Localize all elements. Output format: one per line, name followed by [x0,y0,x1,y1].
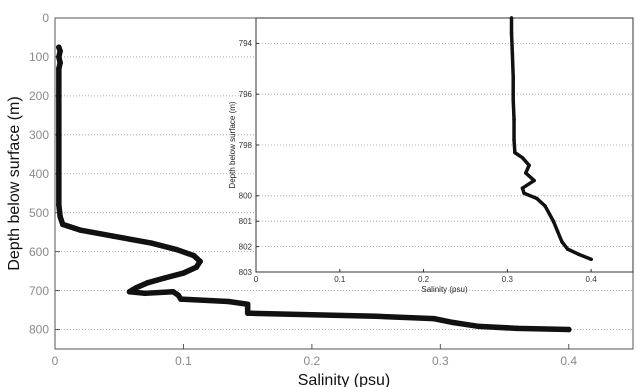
main-data-point [57,60,63,66]
inset-data-point [543,204,547,208]
inset-data-point [532,178,536,183]
inset-data-point [576,252,581,256]
inset-data-point [551,219,556,223]
main-data-point [197,258,203,265]
main-ytick-label: 700 [29,284,49,298]
main-data-point [170,289,176,295]
main-data-point [142,290,148,297]
main-data-point [57,213,63,220]
inset-ytick-label: 803 [239,268,253,277]
main-data-point [56,171,62,177]
inset-ytick-label: 801 [239,217,253,226]
main-data-point [126,289,133,295]
main-xtick-label: 0 [52,354,59,368]
main-data-point [174,246,180,253]
inset-xtick-label: 0.1 [334,275,346,284]
inset-data-point [511,74,515,79]
main-ytick-label: 600 [29,245,49,259]
inset-data-point [520,155,525,160]
main-data-point [59,221,66,228]
main-ytick-label: 0 [42,11,49,25]
main-data-point [133,285,139,291]
inset-xtick-label: 0.3 [502,275,514,284]
inset-ytick-label: 796 [239,90,253,99]
main-data-point [244,310,251,316]
inset-ytick-label: 800 [239,192,253,201]
main-data-point [244,305,251,311]
main-data-point [450,319,456,326]
main-data-point [178,296,184,302]
inset-xtick-label: 0.2 [418,275,430,284]
inset-y-axis-label: Depth below surface (m) [228,101,237,188]
main-data-point [56,132,62,138]
inset-data-point [512,117,516,122]
inset-data-point [555,229,560,234]
main-data-point [431,315,437,322]
main-data-point [56,54,62,60]
main-ytick-label: 300 [29,128,49,142]
main-data-point [110,233,116,239]
main-data-point [77,227,84,233]
inset-x-axis-label: Salinity (psu) [421,285,468,294]
inset-data-point [510,51,515,56]
main-data-point [56,93,62,99]
inset-data-point [527,163,531,168]
inset-data-point [513,150,517,155]
inset-data-point [565,247,570,251]
inset-data-point [509,16,514,20]
main-data-point [373,313,379,320]
inset-ytick-label: 794 [239,39,253,48]
main-xtick-label: 0.1 [175,354,192,368]
main-ytick-label: 200 [29,89,49,103]
main-data-point [309,311,315,318]
main-data-point [514,325,521,332]
inset-data-point [589,257,593,262]
main-ytick-label: 400 [29,167,49,181]
main-data-point [148,240,155,246]
main-data-point [180,270,187,276]
main-data-point [566,326,572,333]
main-data-point [57,48,63,54]
main-salinity-profile-line [56,44,572,333]
inset-data-point [534,196,539,201]
main-ytick-label: 500 [29,206,49,220]
inset-data-point [512,138,516,142]
inset-data-point [522,191,526,196]
inset-xtick-label: 0 [254,275,259,284]
main-xtick-label: 0.3 [432,354,449,368]
inset-plot-area [256,18,633,272]
main-data-point [175,292,182,299]
inset-ytick-label: 802 [239,242,253,251]
main-data-point [161,275,167,281]
inset-data-point [511,97,515,102]
main-data-point [244,301,251,307]
main-ytick-label: 800 [29,323,49,337]
main-xtick-label: 0.4 [560,354,577,368]
inset-ytick-label: 798 [239,141,253,150]
inset-data-point [547,211,551,216]
main-data-point [56,202,62,208]
inset-data-point [520,186,525,190]
main-xtick-label: 0.2 [304,354,321,368]
main-ytick-label: 100 [29,50,49,64]
main-data-point [144,280,151,286]
main-data-point [225,298,232,305]
main-data-point [476,323,482,330]
main-data-point [193,264,200,270]
main-data-point [56,65,62,72]
main-data-point [190,252,197,259]
inset-data-point [509,31,514,35]
main-x-axis-label: Salinity (psu) [298,372,390,387]
inset-data-point [524,171,528,175]
inset-data-point [560,239,564,244]
inset-xtick-label: 0.4 [586,275,598,284]
main-y-axis-label: Depth below surface (m) [6,96,23,270]
